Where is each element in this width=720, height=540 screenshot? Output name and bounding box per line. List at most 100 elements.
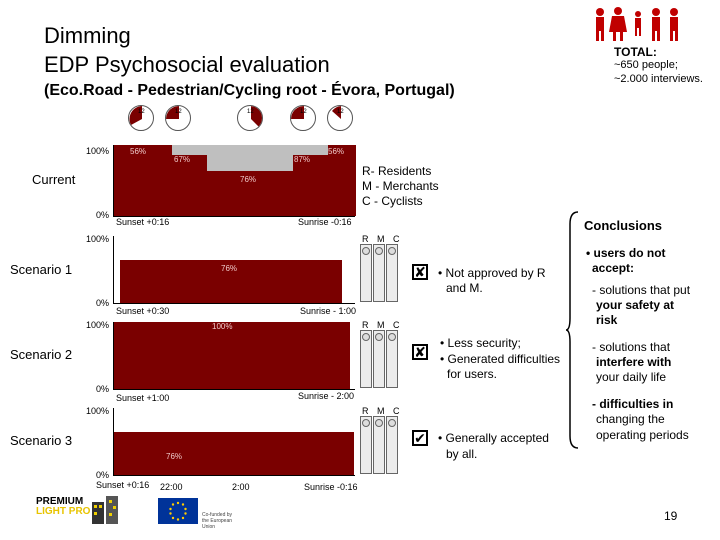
total-people: ~650 people; — [614, 59, 678, 71]
conclusions-line: accept: — [592, 261, 635, 275]
current-value-label: 76% — [240, 175, 257, 184]
current-sunrise: Sunrise -0:16 — [298, 217, 352, 227]
brace-icon — [565, 210, 580, 450]
s3-bottom-label: 0% — [96, 470, 110, 480]
check-icon: ✔ — [412, 430, 428, 446]
s1-r-box — [360, 244, 372, 302]
title-line-2: EDP Psychosocial evaluation — [44, 52, 330, 77]
s2-value-label: 100% — [212, 322, 233, 331]
conclusions-line: your safety at — [596, 298, 675, 312]
conclusions-line: your daily life — [596, 370, 667, 384]
s1-c-box — [386, 244, 398, 302]
s1-chart: 76% — [113, 236, 355, 304]
s1-rmc: R M C — [362, 234, 403, 244]
current-bar-87 — [293, 155, 328, 216]
current-value-label: 56% — [130, 147, 147, 156]
s3-value-label: 76% — [166, 452, 183, 461]
current-value-label: 67% — [174, 155, 191, 164]
eu-flag-icon — [158, 498, 198, 524]
reject-icon: ✘ — [412, 344, 428, 360]
eu-caption: Co-funded by the European Union — [202, 512, 233, 530]
conclusions-line: - solutions that put — [592, 283, 691, 297]
s2-bottom-label: 0% — [96, 384, 110, 394]
s3-bar — [114, 432, 354, 475]
s2-sunset: Sunset +1:00 — [116, 393, 170, 403]
s1-top-label: 100% — [86, 234, 110, 244]
s1-m-box — [373, 244, 385, 302]
s3-time-2: 2:00 — [232, 482, 250, 492]
conclusions-line: operating periods — [596, 428, 689, 442]
total-label: TOTAL: — [614, 45, 657, 59]
clock-icon: 12 — [165, 105, 191, 131]
clock-number: 12 — [175, 109, 182, 115]
s2-bullet-2: • Generated difficulties — [440, 352, 561, 366]
conclusions-title: Conclusions — [584, 218, 663, 233]
current-sunset: Sunset +0:16 — [116, 217, 170, 227]
clock-number: 12 — [138, 109, 145, 115]
legend-merchants: M - Merchants — [362, 179, 439, 193]
s3-rmc: R M C — [362, 406, 403, 416]
title-line-1: Dimming — [44, 23, 131, 48]
legend-cyclists: C - Cyclists — [362, 194, 423, 208]
current-top-label: 100% — [86, 146, 110, 156]
s3-r-box — [360, 416, 372, 474]
clock-icon: 12 — [290, 105, 316, 131]
s2-m-box — [373, 330, 385, 388]
people-icon — [592, 6, 710, 42]
s2-bullet-2b: for users. — [447, 367, 498, 381]
s1-sunset: Sunset +0:30 — [116, 306, 170, 316]
s2-label: Scenario 2 — [10, 347, 73, 362]
s3-chart: 76% — [113, 408, 355, 476]
clock-number: 12 — [337, 109, 344, 115]
s3-sunset: Sunset +0:16 — [96, 480, 150, 490]
conclusions-line: changing the — [596, 412, 665, 426]
building-icon — [88, 494, 122, 524]
s3-c-box — [386, 416, 398, 474]
conclusions-line: interfere with — [596, 355, 672, 369]
s2-top-label: 100% — [86, 320, 110, 330]
s2-chart: 100% — [113, 322, 355, 390]
s1-label: Scenario 1 — [10, 262, 73, 277]
s2-rmc: R M C — [362, 320, 403, 330]
s1-sunrise: Sunrise - 1:00 — [300, 306, 357, 316]
s2-r-box — [360, 330, 372, 388]
s2-bullet-1: • Less security; — [440, 336, 521, 350]
current-bar-56b — [328, 145, 356, 216]
clock-icon: 12 — [327, 105, 353, 131]
s1-bottom-label: 0% — [96, 298, 110, 308]
clock-icon: 12 — [128, 105, 154, 131]
legend: R- Residents M - Merchants C - Cyclists — [362, 164, 439, 209]
subtitle: (Eco.Road - Pedestrian/Cycling root - Év… — [44, 82, 455, 99]
s3-sunrise: Sunrise -0:16 — [304, 482, 358, 492]
s2-bar — [114, 322, 350, 389]
premium-light-logo: PREMIUM LIGHT PRO — [36, 496, 91, 517]
current-value-label: 56% — [328, 147, 345, 156]
s3-label: Scenario 3 — [10, 433, 73, 448]
conclusions-line: - difficulties in — [592, 397, 674, 411]
current-value-label: 87% — [294, 155, 311, 164]
total-interviews: ~2.000 interviews. — [614, 73, 703, 85]
clock-number: 12 — [247, 109, 254, 115]
current-chart: 56% 67% 76% 87% 56% — [113, 145, 356, 217]
current-bottom-label: 0% — [96, 210, 110, 220]
s2-c-box — [386, 330, 398, 388]
s1-bullet-1: • Not approved by R — [438, 266, 546, 280]
s2-sunrise: Sunrise - 2:00 — [298, 391, 355, 401]
s3-bullet-1: • Generally accepted — [438, 431, 549, 445]
s1-value-label: 76% — [221, 264, 238, 273]
s3-m-box — [373, 416, 385, 474]
current-label: Current — [32, 172, 76, 187]
conclusions-line: • users do not — [586, 246, 666, 260]
s3-top-label: 100% — [86, 406, 110, 416]
conclusions-line: - solutions that — [592, 340, 671, 354]
s1-bar — [120, 260, 342, 303]
current-bar-56a — [114, 145, 172, 216]
s1-bullet-1b: and M. — [446, 281, 483, 295]
reject-icon: ✘ — [412, 264, 428, 280]
current-bar-76 — [207, 171, 293, 216]
s3-bullet-1b: by all. — [446, 447, 478, 461]
conclusions-line: risk — [596, 313, 618, 327]
clock-number: 12 — [300, 109, 307, 115]
clock-icon: 12 — [237, 105, 263, 131]
s3-time-1: 22:00 — [160, 482, 183, 492]
